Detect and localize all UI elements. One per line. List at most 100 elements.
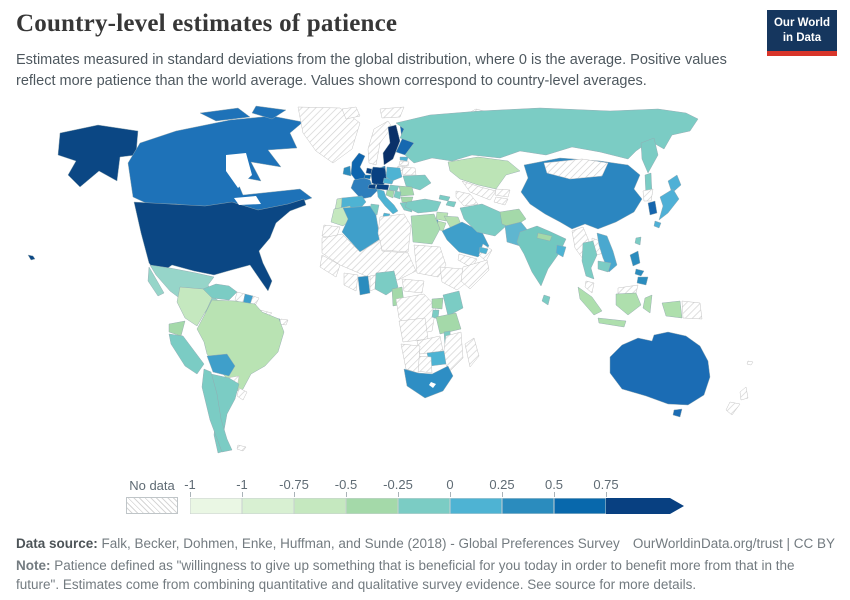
- country-angola[interactable]: [398, 317, 429, 343]
- falkland-islands[interactable]: [236, 444, 247, 452]
- country-somalia[interactable]: [460, 259, 490, 290]
- country-philippines-mindanao[interactable]: [636, 276, 649, 286]
- country-japan-kyushu[interactable]: [653, 220, 662, 229]
- country-canada[interactable]: [127, 115, 313, 213]
- country-madagascar[interactable]: [464, 337, 480, 368]
- country-belgium[interactable]: [363, 174, 372, 180]
- sahel-band-mali-niger-chad[interactable]: [321, 233, 417, 281]
- country-indonesia-sumatra[interactable]: [577, 286, 603, 316]
- country-italy[interactable]: [376, 188, 399, 215]
- country-georgia[interactable]: [438, 194, 451, 202]
- country-uruguay[interactable]: [236, 387, 248, 401]
- country-south-korea[interactable]: [647, 200, 658, 216]
- country-peru[interactable]: [168, 333, 205, 375]
- country-namibia[interactable]: [400, 343, 421, 374]
- country-colombia[interactable]: [176, 286, 213, 327]
- owid-url-link[interactable]: OurWorldinData.org/trust | CC BY: [632, 536, 835, 551]
- country-mongolia[interactable]: [543, 158, 609, 180]
- country-turkey[interactable]: [404, 198, 442, 214]
- country-india[interactable]: [516, 225, 567, 287]
- country-bangladesh[interactable]: [555, 244, 567, 258]
- country-serbia[interactable]: [393, 190, 402, 200]
- country-brazil[interactable]: [196, 299, 285, 393]
- country-cambodia[interactable]: [597, 260, 612, 273]
- country-latvia[interactable]: [398, 160, 410, 167]
- country-usa-hawaii[interactable]: [27, 254, 36, 261]
- country-croatia-bosnia[interactable]: [385, 189, 395, 199]
- country-algeria[interactable]: [341, 205, 381, 253]
- country-bolivia[interactable]: [206, 353, 236, 377]
- country-ukraine[interactable]: [402, 174, 432, 191]
- country-switzerland[interactable]: [367, 183, 377, 190]
- legend-bin-2[interactable]: [294, 498, 346, 514]
- country-ivory-coast[interactable]: [343, 272, 359, 292]
- legend-no-data-swatch[interactable]: [126, 497, 178, 514]
- country-turkmenistan[interactable]: [455, 190, 479, 207]
- country-iceland[interactable]: [341, 106, 361, 120]
- country-tajikistan[interactable]: [493, 196, 509, 206]
- country-senegal-guinea[interactable]: [319, 254, 341, 278]
- country-new-zealand-north[interactable]: [739, 386, 749, 401]
- country-sweden[interactable]: [382, 124, 401, 166]
- country-new-zealand-south[interactable]: [725, 401, 741, 416]
- legend-bin-6[interactable]: [502, 498, 554, 514]
- legend-bin-5[interactable]: [450, 498, 502, 514]
- country-norway[interactable]: [367, 120, 393, 166]
- country-hungary[interactable]: [388, 184, 400, 192]
- country-philippines-luzon[interactable]: [629, 250, 641, 267]
- country-tanzania[interactable]: [435, 312, 462, 335]
- world-map[interactable]: [0, 105, 850, 475]
- russia-kamchatka[interactable]: [640, 137, 659, 174]
- country-iran[interactable]: [459, 203, 507, 237]
- country-philippines-visayas[interactable]: [634, 268, 645, 277]
- legend-bin-8[interactable]: [606, 498, 684, 514]
- country-russia[interactable]: [395, 107, 699, 164]
- country-sri-lanka[interactable]: [541, 294, 551, 306]
- country-egypt[interactable]: [410, 213, 441, 245]
- country-mozambique[interactable]: [442, 331, 464, 373]
- country-fiji[interactable]: [746, 360, 754, 366]
- country-central-african-republic[interactable]: [401, 278, 425, 294]
- country-romania[interactable]: [398, 185, 415, 197]
- country-uzbekistan[interactable]: [461, 180, 497, 201]
- country-poland[interactable]: [385, 166, 403, 182]
- country-kyrgyzstan[interactable]: [494, 188, 511, 198]
- country-japan-honshu[interactable]: [658, 188, 680, 221]
- country-azerbaijan[interactable]: [445, 200, 457, 208]
- country-china[interactable]: [520, 157, 643, 230]
- country-malaysia-borneo[interactable]: [617, 284, 639, 295]
- country-nepal[interactable]: [536, 232, 553, 242]
- country-south-africa[interactable]: [403, 365, 454, 399]
- country-japan-hokkaido[interactable]: [667, 174, 682, 194]
- owid-logo[interactable]: Our World in Data: [766, 10, 837, 56]
- country-libya[interactable]: [377, 213, 412, 253]
- country-australia[interactable]: [609, 331, 711, 406]
- country-kazakhstan[interactable]: [447, 156, 521, 190]
- country-uae[interactable]: [478, 246, 489, 255]
- canada-arctic-island[interactable]: [199, 107, 251, 122]
- country-belarus[interactable]: [401, 166, 417, 176]
- country-papua-new-guinea[interactable]: [681, 300, 703, 320]
- country-chile[interactable]: [201, 368, 233, 453]
- country-thailand[interactable]: [581, 240, 598, 280]
- country-uganda[interactable]: [431, 297, 444, 310]
- svalbard[interactable]: [379, 106, 405, 119]
- country-usa[interactable]: [133, 198, 307, 292]
- legend-bin-3[interactable]: [346, 498, 398, 514]
- legend-bin-7[interactable]: [554, 498, 606, 514]
- canada-arctic-island-2[interactable]: [251, 105, 287, 120]
- country-ghana[interactable]: [357, 275, 371, 296]
- legend-bin-1[interactable]: [242, 498, 294, 514]
- country-ireland[interactable]: [342, 165, 352, 177]
- country-indonesia-java[interactable]: [597, 317, 627, 328]
- country-indonesia-papua[interactable]: [661, 300, 683, 319]
- country-australia-tasmania[interactable]: [672, 408, 683, 418]
- country-estonia[interactable]: [399, 156, 409, 162]
- country-mexico-baja[interactable]: [147, 266, 165, 297]
- country-taiwan[interactable]: [634, 236, 642, 246]
- country-ecuador[interactable]: [168, 320, 186, 337]
- country-alaska[interactable]: [57, 124, 139, 188]
- country-malaysia[interactable]: [584, 280, 595, 294]
- country-kenya[interactable]: [442, 290, 464, 317]
- country-indonesia-kalimantan[interactable]: [615, 292, 642, 316]
